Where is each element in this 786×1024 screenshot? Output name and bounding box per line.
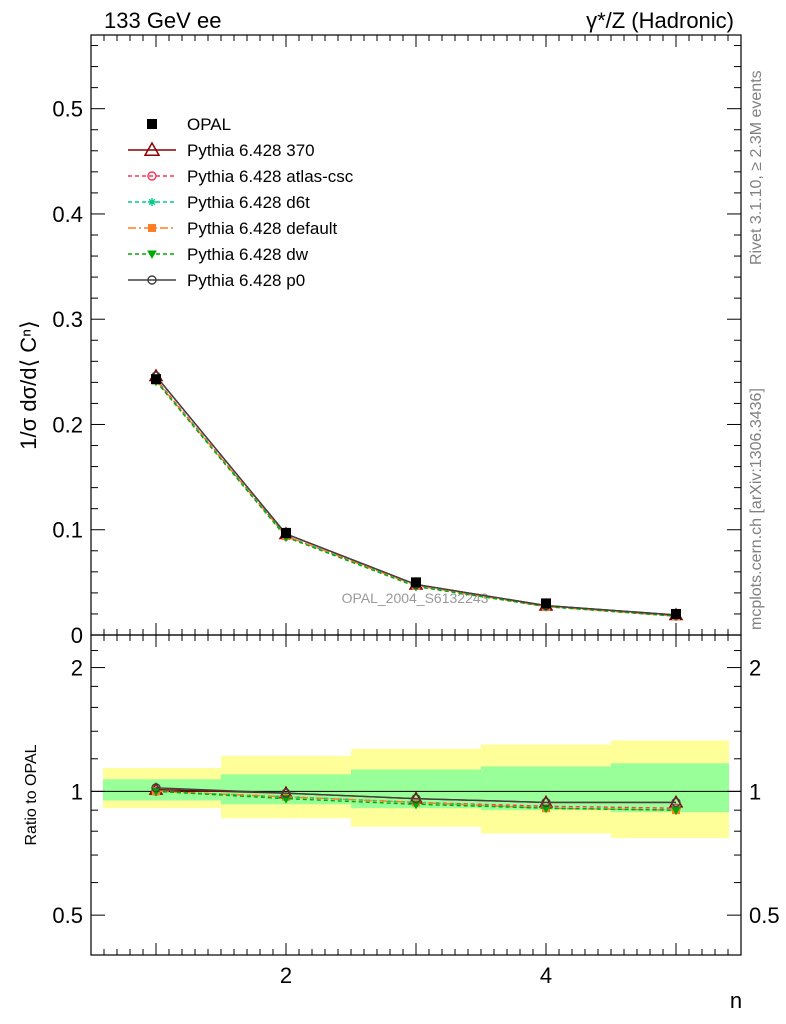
data-point-opal (671, 608, 681, 619)
x-tick-label: 2 (280, 963, 292, 988)
y-tick-label: 0.1 (52, 518, 83, 543)
ratio-point-dw (411, 800, 421, 810)
legend-marker-atlas (147, 171, 157, 181)
ratio-plot-area: 2 4 0.5 0.5 1 1 2 2 (52, 634, 780, 988)
series-line-dw (155, 380, 677, 617)
ratio-point-p0 (281, 788, 291, 798)
ratio-y-tick-label: 0.5 (52, 903, 83, 928)
ratio-line-p0 (155, 787, 676, 804)
legend-label: Pythia 6.428 atlas-csc (187, 167, 354, 186)
ratio-point-p0 (411, 793, 421, 804)
header-left: 133 GeV ee (104, 8, 221, 33)
rivet-label: Rivet 3.1.10, ≥ 2.3M events (748, 70, 765, 265)
ratio-point-dw (541, 804, 551, 814)
ratio-y-tick-label: 1 (71, 779, 83, 804)
y-tick-label: 0.3 (52, 307, 83, 332)
ratio-point-p0 (671, 797, 681, 808)
data-point-opal (541, 598, 551, 609)
legend-marker-d6t (148, 198, 156, 206)
ratio-y-tick-label-right: 1 (749, 779, 761, 804)
ratio-point-p0 (541, 797, 551, 808)
legend-label: Pythia 6.428 dw (187, 245, 309, 264)
legend-label: OPAL (187, 115, 231, 134)
ratio-ylabel: Ratio to OPAL (23, 744, 40, 845)
data-point-opal (151, 374, 161, 385)
legend-label: Pythia 6.428 370 (187, 141, 315, 160)
stat-uncertainty-band (481, 766, 611, 811)
main-plot-area: 0 0.1 0.2 0.3 0.4 0.5 (52, 34, 742, 955)
y-tick-label: 0 (71, 623, 83, 648)
legend-marker-opal (147, 119, 157, 129)
legend-label: Pythia 6.428 default (187, 219, 338, 238)
legend-marker-default (148, 224, 156, 232)
stat-uncertainty-band (611, 763, 729, 813)
data-point-opal (411, 577, 421, 588)
ratio-point-p0 (151, 783, 161, 793)
y-tick-label: 0.4 (52, 202, 83, 227)
header-right: γ*/Z (Hadronic) (586, 8, 734, 33)
ratio-point-dw (671, 806, 681, 816)
main-ylabel: 1/σ dσ/d⟨ Cⁿ⟩ (16, 320, 41, 449)
ratio-y-tick-label-right: 2 (749, 656, 761, 681)
y-tick-label: 0.5 (52, 97, 83, 122)
legend-marker-p0 (147, 275, 157, 285)
analysis-watermark: OPAL_2004_S6132243 (342, 590, 489, 606)
legend: OPAL Pythia 6.428 370 Pythia 6.428 atlas-c… (128, 115, 354, 290)
ratio-y-tick-label-right: 0.5 (749, 903, 780, 928)
legend-label: Pythia 6.428 d6t (187, 193, 310, 212)
ratio-y-tick-label: 2 (71, 656, 83, 681)
ratio-frame (90, 634, 742, 956)
legend-marker-p370 (143, 141, 161, 156)
mcplots-label: mcplots.cern.ch [arXiv:1306.3436] (748, 388, 765, 630)
legend-marker-dw (147, 250, 157, 260)
legend-label: Pythia 6.428 p0 (187, 271, 305, 290)
y-tick-label: 0.2 (52, 412, 83, 437)
data-point-opal (281, 527, 291, 538)
x-tick-label: 4 (540, 963, 552, 988)
x-axis-label: n (730, 988, 742, 1013)
